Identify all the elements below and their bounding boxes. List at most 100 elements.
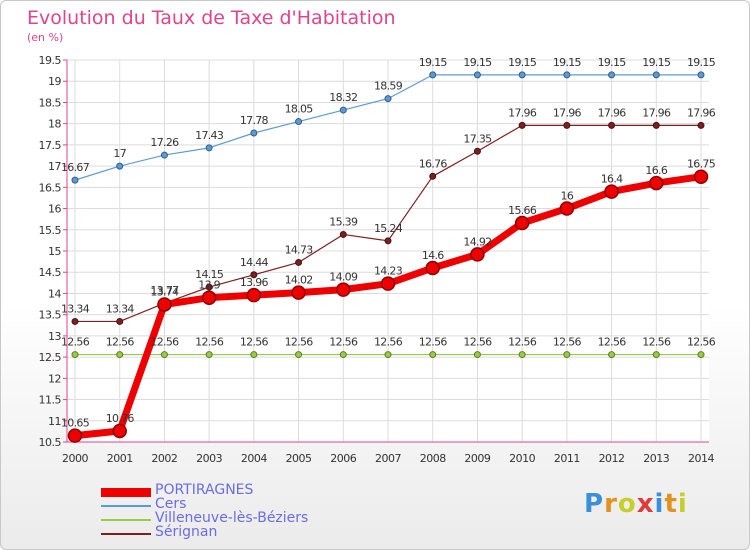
legend-swatch <box>101 505 151 507</box>
x-tick-label: 2005 <box>286 452 312 465</box>
x-tick-label: 2013 <box>643 452 669 465</box>
data-label-portiragnes: 16.6 <box>645 164 667 177</box>
data-point-s-rignan <box>71 317 79 325</box>
data-point-villeneuve-l-s-b-ziers <box>250 351 258 359</box>
data-point-villeneuve-l-s-b-ziers <box>205 351 213 359</box>
data-point-villeneuve-l-s-b-ziers <box>295 351 303 359</box>
data-label-s-rignan: 13.77 <box>150 284 179 297</box>
logo-letter: i <box>654 489 665 519</box>
data-label-cers: 16.67 <box>61 161 90 174</box>
logo-letter: P <box>584 489 605 519</box>
data-point-portiragnes <box>291 285 306 300</box>
data-label-cers: 19.15 <box>553 56 582 69</box>
data-point-s-rignan <box>608 121 616 129</box>
data-label-s-rignan: 13.34 <box>61 302 90 315</box>
data-label-cers: 19.15 <box>642 56 671 69</box>
data-label-portiragnes: 15.66 <box>508 204 537 217</box>
data-point-s-rignan <box>652 121 660 129</box>
data-point-villeneuve-l-s-b-ziers <box>384 351 392 359</box>
data-label-cers: 19.15 <box>463 56 492 69</box>
data-label-portiragnes: 14.09 <box>329 271 358 284</box>
data-label-s-rignan: 15.24 <box>374 222 403 235</box>
data-point-cers <box>473 71 481 79</box>
logo-letter: i <box>677 489 688 519</box>
data-point-cers <box>697 71 705 79</box>
y-tick-label: 13.5 <box>39 309 62 322</box>
data-point-portiragnes <box>246 287 262 303</box>
data-label-portiragnes: 14.23 <box>374 265 403 278</box>
data-point-cers <box>563 71 571 79</box>
data-point-cers <box>652 71 660 79</box>
data-label-cers: 18.05 <box>285 103 314 116</box>
data-point-s-rignan <box>429 172 437 180</box>
data-label-villeneuve-l-s-b-ziers: 12.56 <box>285 336 314 349</box>
legend-label: Sérignan <box>155 524 218 540</box>
y-tick-label: 10.5 <box>39 436 62 449</box>
x-tick-label: 2006 <box>330 452 356 465</box>
data-point-portiragnes <box>693 169 709 184</box>
data-point-villeneuve-l-s-b-ziers <box>429 351 437 359</box>
data-point-portiragnes <box>201 290 217 305</box>
data-label-s-rignan: 17.96 <box>598 106 627 119</box>
data-label-cers: 17 <box>113 147 126 160</box>
data-point-villeneuve-l-s-b-ziers <box>563 351 571 359</box>
data-point-portiragnes <box>67 428 83 443</box>
x-tick-label: 2011 <box>554 452 580 465</box>
data-label-villeneuve-l-s-b-ziers: 12.56 <box>150 336 179 349</box>
data-label-portiragnes: 13.96 <box>240 276 269 289</box>
y-tick-label: 12.5 <box>39 351 62 364</box>
chart-title: Evolution du Taux de Taxe d'Habitation <box>27 7 396 29</box>
data-label-s-rignan: 16.76 <box>419 157 448 170</box>
y-tick-label: 13 <box>48 330 61 343</box>
data-label-cers: 19.15 <box>687 56 716 69</box>
data-point-s-rignan <box>473 147 481 155</box>
data-point-cers <box>160 151 168 159</box>
legend-label: Villeneuve-lès-Béziers <box>155 510 309 526</box>
x-tick-label: 2007 <box>375 452 401 465</box>
data-point-portiragnes <box>157 297 172 312</box>
data-point-portiragnes <box>514 215 530 231</box>
data-point-cers <box>116 162 124 170</box>
data-label-s-rignan: 14.73 <box>285 243 314 256</box>
data-label-s-rignan: 13.34 <box>106 302 135 315</box>
data-point-villeneuve-l-s-b-ziers <box>697 351 705 359</box>
data-label-portiragnes: 14.02 <box>285 274 313 287</box>
data-point-cers <box>608 71 616 79</box>
data-label-cers: 19.15 <box>508 56 537 69</box>
y-tick-label: 14 <box>48 287 61 300</box>
y-tick-label: 19.5 <box>39 54 62 67</box>
data-label-portiragnes: 13.74 <box>150 285 179 298</box>
data-point-cers <box>295 118 303 126</box>
data-label-s-rignan: 14.15 <box>195 268 224 281</box>
y-tick-label: 14.5 <box>39 266 62 279</box>
data-label-portiragnes: 16.4 <box>601 173 623 186</box>
data-point-villeneuve-l-s-b-ziers <box>518 351 526 359</box>
y-tick-label: 18.5 <box>39 96 62 109</box>
data-label-s-rignan: 14.44 <box>240 256 269 269</box>
data-point-cers <box>250 129 258 137</box>
data-point-s-rignan <box>205 283 213 291</box>
data-label-cers: 19.15 <box>598 56 627 69</box>
x-tick-label: 2014 <box>688 452 714 465</box>
data-point-s-rignan <box>563 121 571 129</box>
data-label-portiragnes: 16.75 <box>687 158 716 171</box>
data-label-portiragnes: 10.76 <box>106 412 135 425</box>
data-label-cers: 17.78 <box>240 114 269 127</box>
x-tick-label: 2003 <box>196 452 222 465</box>
data-point-portiragnes <box>649 175 664 191</box>
y-tick-label: 17 <box>48 160 61 173</box>
data-label-cers: 17.43 <box>195 129 224 142</box>
data-point-villeneuve-l-s-b-ziers <box>473 351 481 359</box>
data-label-villeneuve-l-s-b-ziers: 12.56 <box>329 336 358 349</box>
proxiti-logo: Proxiti <box>584 489 688 519</box>
data-point-villeneuve-l-s-b-ziers <box>608 351 616 359</box>
data-point-villeneuve-l-s-b-ziers <box>71 351 79 359</box>
y-tick-label: 18 <box>48 118 61 131</box>
data-label-portiragnes: 14.92 <box>463 235 491 248</box>
x-tick-label: 2012 <box>599 452 625 465</box>
data-label-s-rignan: 17.96 <box>642 106 671 119</box>
data-point-portiragnes <box>470 247 485 262</box>
data-point-portiragnes <box>336 282 351 297</box>
data-label-s-rignan: 15.39 <box>329 215 358 228</box>
